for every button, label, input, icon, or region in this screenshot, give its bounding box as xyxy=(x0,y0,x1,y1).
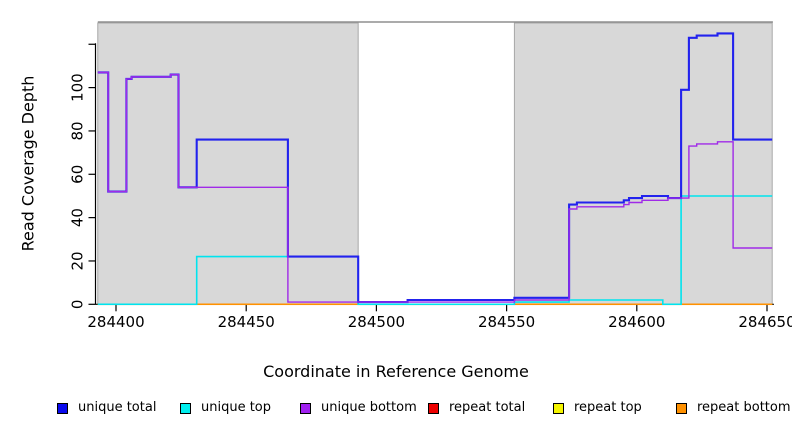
y-tick-label: 20 xyxy=(69,251,87,270)
y-tick-label: 100 xyxy=(69,73,87,102)
x-tick-label: 284400 xyxy=(87,313,144,331)
x-tick-label: 284600 xyxy=(608,313,665,331)
shaded-region-0 xyxy=(97,22,359,305)
x-axis-title: Coordinate in Reference Genome xyxy=(263,362,529,381)
shaded-background-regions xyxy=(97,21,773,305)
y-tick-label: 80 xyxy=(69,121,87,140)
x-tick-label: 284550 xyxy=(478,313,535,331)
series-unique-bottom xyxy=(97,71,773,303)
y-tick-label: 0 xyxy=(69,300,87,310)
tick-labels: 0 20 40 60 80 100 284400 284450 284500 284550 2846… xyxy=(69,73,792,331)
x-tick-label: 284500 xyxy=(348,313,405,331)
series-unique-top xyxy=(97,195,773,306)
series-lines xyxy=(97,32,773,306)
y-tick-label: 40 xyxy=(69,208,87,227)
y-axis-title: Read Coverage Depth xyxy=(18,75,38,252)
shaded-region-1 xyxy=(513,22,773,305)
x-tick-label: 284650 xyxy=(738,313,792,331)
y-tick-label: 60 xyxy=(69,165,87,184)
x-tick-label: 284450 xyxy=(218,313,275,331)
